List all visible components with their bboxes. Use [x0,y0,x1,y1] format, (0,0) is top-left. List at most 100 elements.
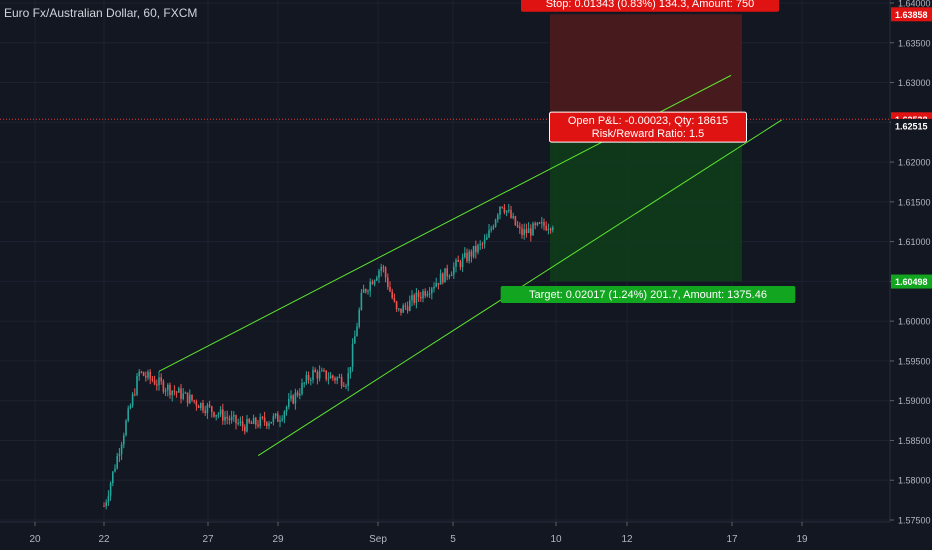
candle-down [549,228,552,230]
candle-up [468,251,470,262]
candle-down [481,243,484,245]
stop-price-tag-bg [891,7,932,22]
candle-up [288,399,290,407]
candle-up [477,244,479,253]
candle-up [290,395,292,400]
candle-down [420,296,422,299]
candle-down [228,418,231,421]
candle-down [195,401,198,406]
candle-down [314,369,316,373]
candle-up [448,275,451,277]
candle-down [404,305,407,307]
y-tick-label: 1.61000 [898,237,931,247]
candle-down [413,295,415,303]
candle-down [446,268,448,277]
candle-down [191,394,193,401]
candle-up [125,420,127,436]
candle-up [279,420,281,422]
candle-up [439,273,442,285]
candle-down [442,273,444,283]
candle-down [211,406,213,412]
candle-up [167,384,169,391]
candle-down [519,226,521,229]
candle-down [514,216,517,226]
candle-up [409,300,411,311]
candle-up [233,415,235,417]
candle-up [373,280,376,285]
candle-up [536,222,539,226]
candle-up [523,229,525,236]
candle-up [118,453,121,456]
candle-down [222,409,224,421]
candle-up [120,444,123,454]
candle-up [200,402,202,409]
candle-up [147,371,149,378]
y-tick-label: 1.59500 [898,356,931,366]
candle-up [189,394,191,404]
candle-down [134,394,136,396]
candle-down [393,297,396,302]
candle-up [426,293,429,296]
y-tick-label: 1.59000 [898,396,931,406]
candle-down [292,395,294,404]
candle-up [109,483,112,496]
candle-down [261,417,264,419]
candle-down [437,283,440,285]
candle-down [395,301,398,310]
candle-down [525,229,528,234]
candle-down [156,384,158,386]
target-price-tag-bg [891,274,932,289]
candle-up [547,228,550,231]
candle-up [230,416,233,421]
candle-up [272,416,275,422]
price-axis[interactable]: 1.57500 1.58000 1.58500 1.59000 1.59500 1.600… [889,0,932,526]
candle-up [283,411,286,419]
candle-down [180,388,182,399]
candle-down [197,405,200,409]
target-zone [550,121,742,282]
candle-up [237,422,239,424]
candle-up [486,237,488,240]
stop-price-tag-text: 1.63858 [895,10,928,20]
candle-up [461,257,464,267]
candle-up [217,414,220,416]
candle-down [387,277,389,288]
y-tick-label: 1.62000 [898,158,931,168]
candle-up [433,286,435,289]
candle-down [384,267,387,278]
candle-up [453,266,455,275]
position-zones [550,14,742,282]
candle-down [538,222,541,224]
candle-down [266,422,268,427]
candle-up [527,228,530,234]
candle-down [391,291,393,298]
candle-down [248,419,250,423]
candle-down [151,378,154,381]
x-tick-label: 12 [621,534,633,545]
y-tick-label: 1.63500 [898,38,931,48]
candle-down [325,370,327,380]
candle-up [114,468,116,472]
time-axis[interactable]: 20 22 27 29 Sep 5 10 12 17 19 [0,521,890,545]
candle-down [142,372,145,376]
candle-down [103,505,105,507]
open-pl-label-text-0: Open P&L: -0.00023, Qty: 18615 [568,115,728,127]
candle-up [532,223,534,236]
position-labels: Stop: 0.01343 (0.83%) 134.3, Amount: 750… [500,0,796,304]
candles [103,203,554,510]
candle-down [457,260,459,262]
candle-up [347,373,349,386]
candle-down [145,375,147,378]
candle-down [257,424,259,427]
candle-down [371,281,374,285]
candle-up [512,216,514,218]
open-pl-label-text-1: Risk/Reward Ratio: 1.5 [592,128,705,140]
candle-up [321,370,323,372]
candle-down [343,385,345,387]
candle-up [112,471,114,484]
candle-up [131,394,134,406]
candle-up [259,417,261,427]
candle-down [530,228,532,236]
candle-down [503,207,506,213]
